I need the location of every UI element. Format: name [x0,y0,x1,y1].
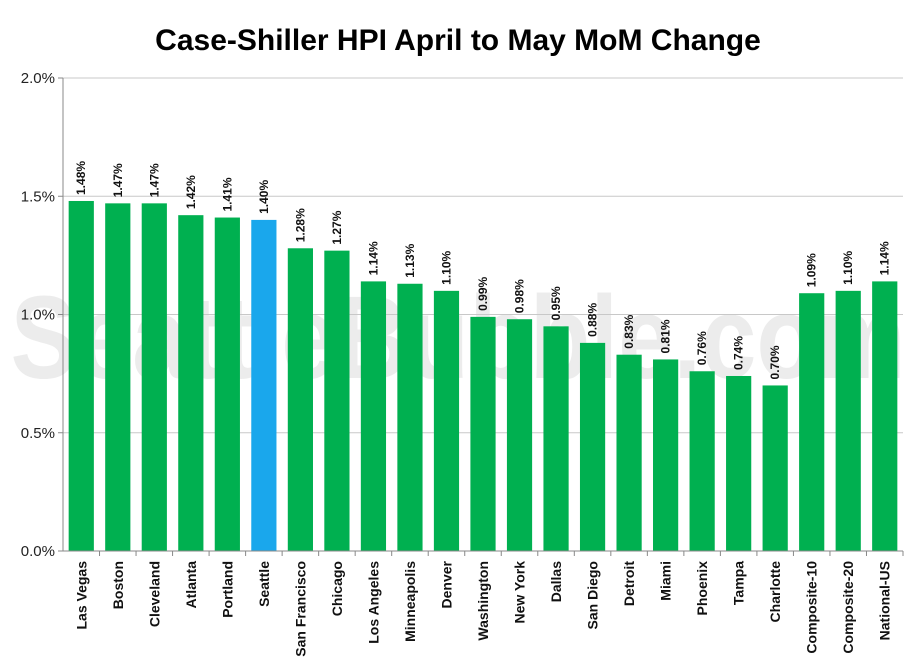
x-tick-label: Dallas [548,561,564,602]
bar-charlotte [762,385,788,551]
data-label: 1.40% [257,180,271,214]
data-label: 0.88% [586,303,600,337]
y-tick-label: 0.0% [21,543,55,560]
x-tick-label: Composite-20 [840,561,856,654]
x-tick-label: Composite-10 [804,561,820,654]
data-label: 0.81% [659,319,673,353]
bar-chicago [324,250,350,551]
bar-miami [653,359,679,551]
data-label: 1.28% [293,208,307,242]
data-label: 1.13% [403,243,417,277]
x-tick-label: Charlotte [767,561,783,623]
y-tick-label: 1.5% [21,188,55,205]
y-tick-label: 2.0% [21,70,55,87]
bar-minneapolis [397,283,423,551]
x-tick-label: Tampa [731,561,747,605]
x-tick-label: Seattle [256,561,272,607]
x-tick-label: Atlanta [183,561,199,609]
data-label: 0.74% [732,336,746,370]
y-tick-label: 1.0% [21,307,55,324]
bars [68,200,898,552]
data-label: 1.10% [841,250,855,284]
bar-boston [105,203,131,551]
bar-new-york [506,319,533,551]
data-label: 1.27% [330,210,344,244]
x-tick-label: Portland [219,561,235,618]
data-label: 0.98% [513,279,527,313]
data-label: 1.42% [184,175,198,209]
bar-phoenix [689,371,715,551]
data-label: 0.99% [476,277,490,311]
data-label: 1.14% [366,241,380,275]
x-axis: Las Vegas Boston Cleveland Atlanta Portland S… [63,550,904,657]
bar-dallas [543,326,569,551]
data-label: 1.09% [805,253,819,287]
data-label: 1.47% [111,163,125,197]
data-label: 1.48% [74,161,88,195]
bar-washington [470,316,496,551]
bar-detroit [616,354,642,551]
x-tick-label: Las Vegas [73,561,89,630]
y-tick-label: 0.5% [21,425,55,442]
bar-composite-20 [835,290,861,551]
x-tick-label: Washington [475,561,491,641]
bar-composite-10 [799,293,825,551]
x-tick-label: Cleveland [146,561,162,627]
bar-tampa [726,375,752,551]
x-tick-label: Chicago [329,561,345,616]
data-label: 0.70% [768,345,782,379]
data-label: 1.10% [439,250,453,284]
data-label: 0.76% [695,331,709,365]
x-tick-label: Denver [438,560,454,608]
y-axis: 0.0% 0.5% 1.0% 1.5% 2.0% [21,70,64,560]
bar-portland [214,217,240,551]
x-tick-label: Boston [110,561,126,609]
x-tick-label: Miami [658,561,674,601]
data-label: 0.95% [549,286,563,320]
data-label: 0.83% [622,314,636,348]
bar-national-us [872,281,898,551]
bar-san-diego [579,342,606,551]
x-tick-label: National-US [877,561,893,640]
data-label: 1.47% [147,163,161,197]
x-tick-label: San Francisco [292,561,308,657]
bar-cleveland [141,203,167,551]
x-tick-label: New York [512,561,528,624]
data-labels: 1.48% 1.47% 1.47% 1.42% 1.41% 1.40% 1.28% 1.27%… [74,161,891,380]
bar-denver [433,290,460,551]
x-tick-label: San Diego [585,561,601,629]
data-label: 1.41% [220,177,234,211]
bar-los-angeles [360,281,387,551]
bar-las-vegas [68,200,94,552]
x-tick-label: Detroit [621,561,637,606]
data-label: 1.14% [878,241,892,275]
bar-seattle [251,219,277,551]
bar-atlanta [178,215,204,552]
x-tick-label: Los Angeles [365,561,381,644]
chart-title: Case-Shiller HPI April to May MoM Change [155,24,761,57]
bar-san-francisco [287,248,313,551]
x-tick-label: Phoenix [694,561,710,616]
x-tick-label: Minneapolis [402,561,418,642]
